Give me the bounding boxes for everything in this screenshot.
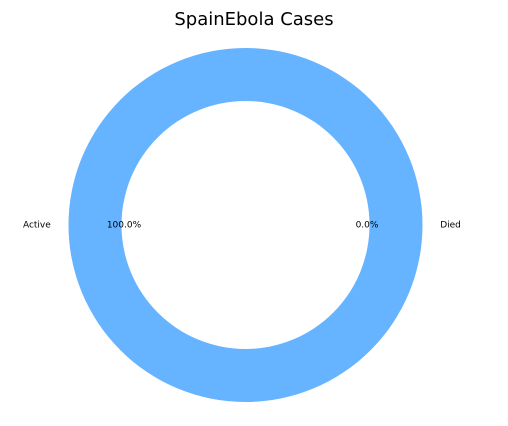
slice-label-active: Active [23,221,51,231]
chart-title: SpainEbola Cases [174,9,333,30]
pct-label-active: 100.0% [107,221,142,231]
slice-labels: Active 100.0% Died 0.0% [23,221,461,231]
pct-label-died: 0.0% [356,221,379,231]
donut-center-hole [121,101,370,349]
slice-label-died: Died [440,221,461,231]
